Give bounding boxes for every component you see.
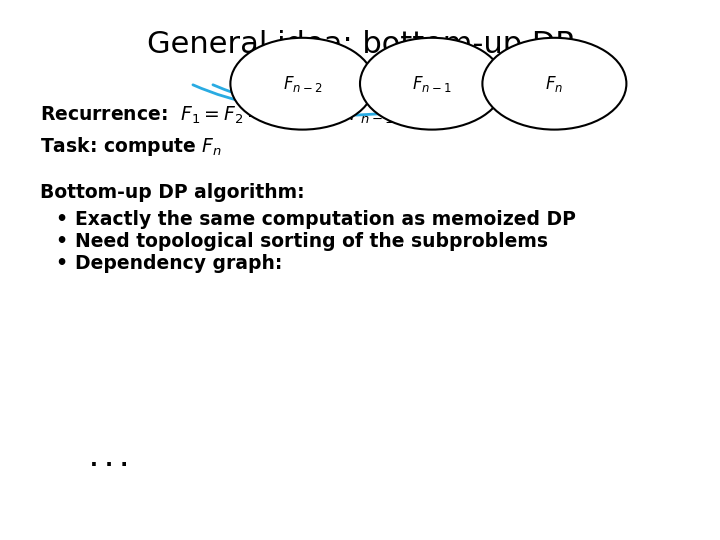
Text: Recurrence:  $F_1 = F_2 = 1,$   $F_n = F_{n-1} + F_{n-2}$: Recurrence: $F_1 = F_2 = 1,$ $F_n = F_{n… xyxy=(40,105,462,126)
Text: Exactly the same computation as memoized DP: Exactly the same computation as memoized… xyxy=(75,210,576,229)
Ellipse shape xyxy=(230,38,374,130)
Ellipse shape xyxy=(482,38,626,130)
Text: Task: compute $F_n$: Task: compute $F_n$ xyxy=(40,135,222,158)
Text: •: • xyxy=(55,210,67,229)
Text: •: • xyxy=(55,254,67,273)
Text: Dependency graph:: Dependency graph: xyxy=(75,254,282,273)
Text: Bottom-up DP algorithm:: Bottom-up DP algorithm: xyxy=(40,183,305,202)
FancyArrowPatch shape xyxy=(341,41,551,88)
FancyArrowPatch shape xyxy=(193,42,428,106)
FancyArrowPatch shape xyxy=(213,40,551,115)
Text: . . .: . . . xyxy=(90,450,128,470)
Text: $F_{n-2}$: $F_{n-2}$ xyxy=(283,73,322,94)
Text: $F_{n-1}$: $F_{n-1}$ xyxy=(413,73,451,94)
Text: General idea: bottom-up DP: General idea: bottom-up DP xyxy=(147,30,573,59)
Text: $F_n$: $F_n$ xyxy=(545,73,564,94)
Text: Need topological sorting of the subproblems: Need topological sorting of the subprobl… xyxy=(75,232,548,251)
Ellipse shape xyxy=(360,38,504,130)
Text: •: • xyxy=(55,232,67,251)
